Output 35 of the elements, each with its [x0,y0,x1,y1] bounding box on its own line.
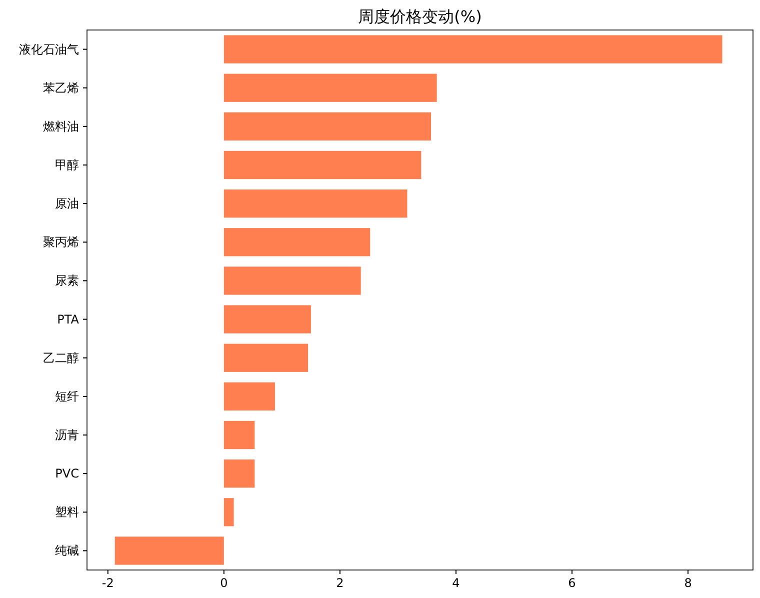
bar [224,35,722,64]
x-tick-label: 8 [684,576,692,590]
bar [224,228,370,256]
x-tick-label: 4 [452,576,460,590]
x-tick-label: 6 [568,576,576,590]
bar [224,498,234,526]
bar [224,420,255,450]
y-tick-label: 纯碱 [55,544,79,558]
y-tick-label: 短纤 [55,389,79,404]
y-tick-label: 液化石油气 [19,42,79,56]
y-tick-label: PTA [57,312,80,326]
bar [224,344,308,372]
x-tick-label: 2 [336,576,344,590]
y-tick-label: PVC [55,466,79,481]
bar [224,459,255,488]
bar [224,74,437,102]
bar [224,382,275,411]
bar [224,266,361,295]
y-tick-label: 尿素 [55,274,79,288]
y-tick-label: 原油 [55,196,79,211]
bar [224,112,432,141]
chart-title: 周度价格变动(%) [358,7,482,26]
bar [224,150,422,180]
y-tick-label: 乙二醇 [43,350,79,365]
bar [114,536,224,565]
x-tick-label: 0 [220,576,228,590]
y-tick-label: 聚丙烯 [43,235,79,250]
y-tick-label: 甲醇 [55,158,79,172]
y-tick-label: 苯乙烯 [43,80,79,95]
y-tick-label: 沥青 [55,428,79,442]
bar [224,189,408,218]
y-tick-label: 塑料 [55,505,79,520]
y-tick-label: 燃料油 [43,119,79,134]
x-tick-label: -2 [102,576,114,590]
bar [224,305,311,334]
